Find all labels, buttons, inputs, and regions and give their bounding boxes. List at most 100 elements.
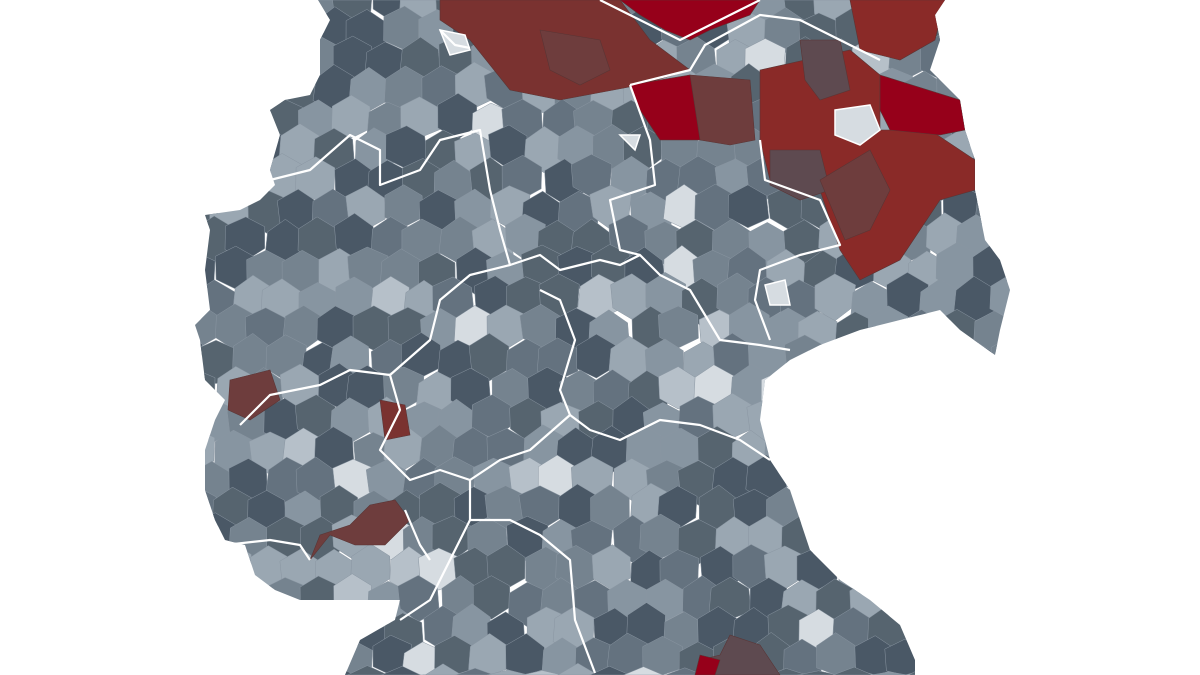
district[interactable]	[970, 366, 1010, 412]
district[interactable]	[1164, 217, 1200, 266]
district[interactable]	[851, 457, 892, 503]
district[interactable]	[162, 514, 203, 561]
district[interactable]	[212, 11, 253, 56]
district[interactable]	[1148, 69, 1189, 112]
district[interactable]	[212, 131, 254, 176]
district[interactable]	[1125, 42, 1166, 87]
district[interactable]	[918, 461, 959, 507]
district[interactable]	[1164, 157, 1200, 204]
district[interactable]	[1194, 575, 1200, 619]
district[interactable]	[1179, 183, 1200, 231]
district[interactable]	[935, 487, 975, 533]
district[interactable]	[991, 156, 1033, 199]
district[interactable]	[973, 671, 1015, 675]
district[interactable]	[159, 0, 198, 24]
district[interactable]	[802, 371, 842, 418]
district[interactable]	[177, 123, 218, 172]
district[interactable]	[974, 427, 1015, 474]
district[interactable]	[1180, 608, 1200, 653]
district[interactable]	[1062, 339, 1103, 383]
district[interactable]	[1041, 426, 1080, 470]
district[interactable]	[866, 429, 909, 477]
district[interactable]	[1059, 0, 1097, 17]
district[interactable]	[299, 633, 341, 675]
district[interactable]	[1091, 281, 1131, 325]
district[interactable]	[1145, 184, 1185, 229]
district[interactable]	[814, 341, 857, 384]
district[interactable]	[955, 460, 996, 504]
district[interactable]	[1003, 69, 1045, 116]
district[interactable]	[1045, 8, 1086, 50]
district[interactable]	[1112, 183, 1152, 230]
district[interactable]	[178, 65, 219, 111]
district[interactable]	[1163, 338, 1200, 386]
district[interactable]	[1113, 129, 1152, 172]
district[interactable]	[1045, 127, 1083, 172]
district[interactable]	[1161, 517, 1200, 558]
district[interactable]	[797, 670, 838, 675]
district[interactable]	[1044, 244, 1084, 289]
district[interactable]	[917, 335, 957, 378]
district[interactable]	[833, 427, 873, 474]
district[interactable]	[1126, 0, 1166, 19]
district[interactable]	[916, 399, 959, 446]
district[interactable]	[1076, 670, 1117, 675]
district-highlighted[interactable]	[699, 634, 781, 675]
district[interactable]	[993, 214, 1035, 261]
district[interactable]	[1004, 9, 1044, 58]
district[interactable]	[1094, 641, 1135, 675]
district[interactable]	[1062, 636, 1104, 675]
district[interactable]	[245, 666, 284, 675]
district[interactable]	[955, 38, 998, 82]
district[interactable]	[381, 665, 421, 675]
district[interactable]	[1145, 606, 1185, 650]
district[interactable]	[161, 281, 202, 326]
district[interactable]	[1062, 400, 1102, 446]
district[interactable]	[486, 669, 529, 675]
district[interactable]	[196, 155, 238, 202]
district[interactable]	[1183, 667, 1200, 675]
district[interactable]	[1196, 40, 1200, 85]
district[interactable]	[589, 665, 630, 675]
district[interactable]	[1112, 306, 1150, 351]
district[interactable]	[1109, 487, 1150, 531]
district[interactable]	[1108, 248, 1148, 296]
district[interactable]	[1178, 306, 1200, 349]
district[interactable]	[1186, 247, 1200, 292]
district[interactable]	[1073, 11, 1114, 55]
district[interactable]	[900, 542, 943, 588]
district[interactable]	[1114, 604, 1153, 650]
district[interactable]	[1196, 457, 1200, 503]
district[interactable]	[1043, 487, 1083, 535]
district[interactable]	[1040, 612, 1079, 655]
district[interactable]	[919, 638, 960, 675]
district[interactable]	[1144, 246, 1185, 293]
district[interactable]	[372, 634, 412, 675]
district[interactable]	[231, 155, 272, 201]
district[interactable]	[1039, 306, 1079, 352]
district[interactable]	[162, 158, 203, 204]
district[interactable]	[854, 399, 896, 446]
district[interactable]	[1163, 36, 1200, 82]
district[interactable]	[1026, 274, 1068, 320]
district[interactable]	[1055, 579, 1097, 623]
district-highlighted[interactable]	[227, 369, 281, 421]
district[interactable]	[866, 488, 908, 535]
district[interactable]	[214, 606, 255, 654]
district[interactable]	[1130, 641, 1169, 675]
district[interactable]	[1126, 95, 1167, 139]
district[interactable]	[521, 670, 564, 675]
district[interactable]	[1163, 398, 1200, 445]
district[interactable]	[1027, 154, 1067, 200]
district[interactable]	[1062, 519, 1100, 566]
district[interactable]	[1028, 578, 1068, 622]
district[interactable]	[164, 39, 205, 82]
district[interactable]	[956, 513, 997, 560]
district[interactable]	[836, 488, 877, 535]
district[interactable]	[1108, 9, 1149, 56]
district[interactable]	[194, 37, 236, 83]
district[interactable]	[873, 366, 912, 416]
district[interactable]	[993, 0, 1032, 19]
district[interactable]	[193, 100, 234, 146]
district[interactable]	[1061, 460, 1103, 505]
